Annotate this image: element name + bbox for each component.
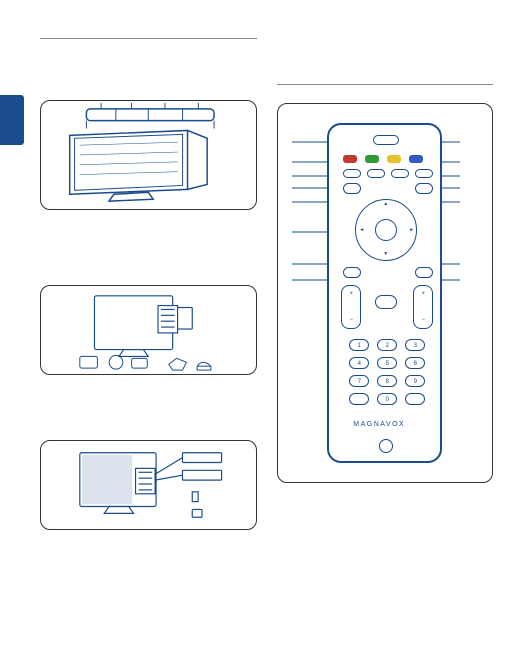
volume-rocker[interactable]: + − xyxy=(341,285,361,329)
down-arrow-icon: ▼ xyxy=(383,251,388,257)
menu-button[interactable] xyxy=(343,267,361,278)
bottom-button[interactable] xyxy=(379,439,393,453)
divider xyxy=(277,84,494,85)
num-prev-button[interactable] xyxy=(349,393,369,405)
right-column: ▲ ▼ ◄ ► + − + − 1 xyxy=(277,20,494,530)
tv-side-connection-svg xyxy=(41,441,256,529)
red-button[interactable] xyxy=(343,155,357,163)
num-7-button[interactable]: 7 xyxy=(349,375,369,387)
tv-side-inputs-svg xyxy=(41,286,256,374)
fn-button-1[interactable] xyxy=(343,169,361,178)
channel-rocker[interactable]: + − xyxy=(413,285,433,329)
num-9-button[interactable]: 9 xyxy=(405,375,425,387)
fn-button-3[interactable] xyxy=(391,169,409,178)
mute-button[interactable] xyxy=(375,295,397,309)
num-5-button[interactable]: 5 xyxy=(377,357,397,369)
divider xyxy=(40,38,257,39)
fn-button-4[interactable] xyxy=(415,169,433,178)
up-arrow-icon: ▲ xyxy=(383,201,388,207)
fn-button-6[interactable] xyxy=(415,183,433,194)
num-enter-button[interactable] xyxy=(405,393,425,405)
num-3-button[interactable]: 3 xyxy=(405,339,425,351)
right-arrow-icon: ► xyxy=(409,227,414,233)
left-arrow-icon: ◄ xyxy=(359,227,364,233)
num-4-button[interactable]: 4 xyxy=(349,357,369,369)
channel-up-label: + xyxy=(414,288,432,300)
left-column xyxy=(40,20,257,530)
num-2-button[interactable]: 2 xyxy=(377,339,397,351)
info-button[interactable] xyxy=(415,267,433,278)
remote-body: ▲ ▼ ◄ ► + − + − 1 xyxy=(327,123,442,463)
page: ▲ ▼ ◄ ► + − + − 1 xyxy=(0,0,523,550)
figure-remote: ▲ ▼ ◄ ► + − + − 1 xyxy=(277,103,494,483)
section-title-3 xyxy=(40,419,257,431)
green-button[interactable] xyxy=(365,155,379,163)
figure-tv-side-inputs xyxy=(40,285,257,375)
fn-button-5[interactable] xyxy=(343,183,361,194)
section-title-1 xyxy=(40,55,257,67)
tv-top-controls-svg xyxy=(41,101,256,209)
section-title-2 xyxy=(40,264,257,276)
figure-tv-top-controls xyxy=(40,100,257,210)
fn-button-2[interactable] xyxy=(367,169,385,178)
num-1-button[interactable]: 1 xyxy=(349,339,369,351)
channel-down-label: − xyxy=(414,314,432,326)
volume-down-label: − xyxy=(342,314,360,326)
side-tab xyxy=(0,95,24,145)
volume-up-label: + xyxy=(342,288,360,300)
num-0-button[interactable]: 0 xyxy=(377,393,397,405)
yellow-button[interactable] xyxy=(387,155,401,163)
num-8-button[interactable]: 8 xyxy=(377,375,397,387)
num-6-button[interactable]: 6 xyxy=(405,357,425,369)
figure-tv-side-connection xyxy=(40,440,257,530)
brand-logo: MAGNAVOX xyxy=(353,421,405,428)
power-button[interactable] xyxy=(373,135,399,145)
blue-button[interactable] xyxy=(409,155,423,163)
